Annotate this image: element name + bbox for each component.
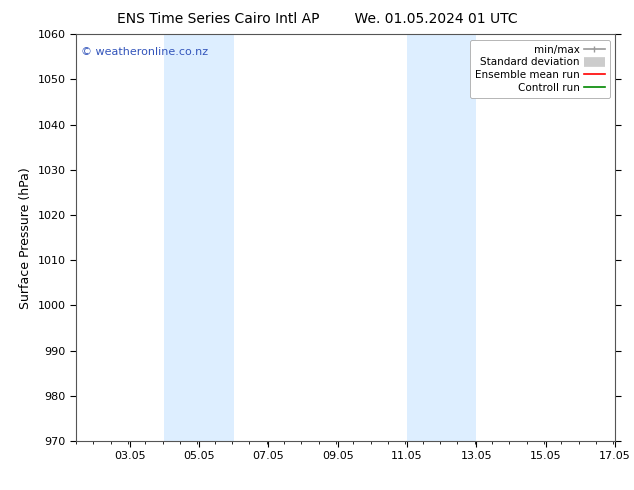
Legend: min/max, Standard deviation, Ensemble mean run, Controll run: min/max, Standard deviation, Ensemble me… bbox=[470, 40, 610, 98]
Bar bbox=[407, 34, 476, 441]
Text: ENS Time Series Cairo Intl AP        We. 01.05.2024 01 UTC: ENS Time Series Cairo Intl AP We. 01.05.… bbox=[117, 12, 517, 26]
Y-axis label: Surface Pressure (hPa): Surface Pressure (hPa) bbox=[19, 167, 32, 309]
Text: © weatheronline.co.nz: © weatheronline.co.nz bbox=[81, 47, 209, 56]
Bar bbox=[164, 34, 234, 441]
